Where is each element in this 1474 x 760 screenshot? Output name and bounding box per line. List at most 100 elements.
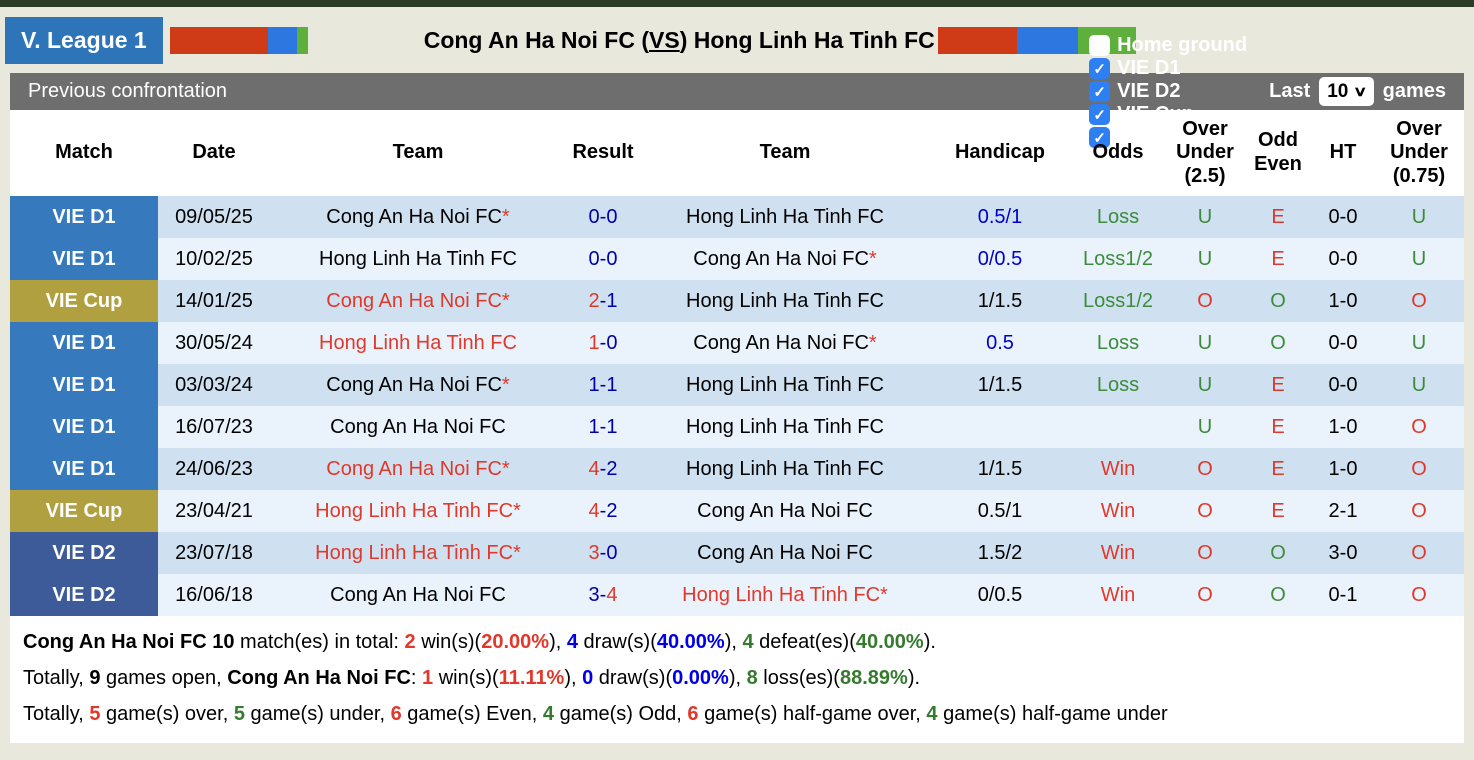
text-segment: ), [549, 631, 567, 653]
text-segment: draw(s)( [593, 667, 673, 689]
match-league-badge: VIE D1 [10, 448, 158, 490]
column-header-team: Team [392, 141, 444, 164]
text-segment: U [1411, 331, 1427, 354]
filter-home-ground[interactable]: Home ground [1089, 34, 1247, 57]
checked-checkbox[interactable]: ✓ [1089, 127, 1111, 148]
last-games-select[interactable]: 10 ∨ [1319, 77, 1374, 106]
text-segment: 0/0.5 [977, 583, 1023, 606]
score: 3-0 [566, 532, 640, 574]
home-team: Cong An Ha Noi FC* [270, 448, 566, 490]
away-team: Hong Linh Ha Tinh FC [640, 280, 930, 322]
text-segment: Hong Linh Ha Tinh FC [686, 373, 884, 396]
text-segment: Cong An Ha Noi FC 10 [23, 631, 235, 653]
text-segment: O [1270, 331, 1286, 354]
checked-checkbox[interactable]: ✓ [1089, 58, 1111, 79]
text-segment: Win [1100, 583, 1136, 606]
summary-section: Cong An Ha Noi FC 10 match(es) in total:… [10, 616, 1464, 743]
home-team: Hong Linh Ha Tinh FC [270, 238, 566, 280]
handicap: 0/0.5 [930, 238, 1070, 280]
table-header-row: Match Date Team Result Team Handicap Odds Over … [10, 110, 1464, 196]
text-segment: O [1197, 499, 1213, 522]
bar-blue-segment [267, 26, 297, 54]
text-segment: U [1197, 247, 1213, 270]
filter-vie-d1[interactable]: ✓ VIE D1 [1089, 57, 1247, 80]
text-segment: * [868, 331, 877, 354]
odd-even: E [1244, 406, 1312, 448]
match-row: VIE Cup 23/04/21 Hong Linh Ha Tinh FC* 4-2 C… [10, 490, 1464, 532]
checked-checkbox[interactable]: ✓ [1089, 81, 1111, 102]
top-accent-strip [0, 0, 1474, 7]
away-team: Hong Linh Ha Tinh FC* [640, 574, 930, 616]
match-league-badge: VIE D1 [10, 238, 158, 280]
unchecked-checkbox[interactable] [1089, 35, 1111, 56]
odds: Win [1070, 448, 1166, 490]
over-under-075: O [1374, 280, 1464, 322]
handicap [930, 406, 1070, 448]
text-segment: Cong An Ha Noi FC [693, 247, 869, 270]
league-badge[interactable]: V. League 1 [5, 16, 163, 64]
text-segment: 2 [588, 289, 600, 312]
odds: Loss [1070, 364, 1166, 406]
score: 0-0 [566, 238, 640, 280]
filter-vie-cup[interactable]: ✓ VIE Cup [1089, 103, 1247, 126]
text-segment: O [1197, 583, 1213, 606]
home-team: Cong An Ha Noi FC* [270, 364, 566, 406]
text-segment: 3- [588, 583, 607, 606]
odds: Loss1/2 [1070, 280, 1166, 322]
odds: Loss1/2 [1070, 238, 1166, 280]
text-segment: 1/1.5 [977, 289, 1023, 312]
filter-vie-d3[interactable]: ✓ VIE D3 [1089, 126, 1247, 149]
confrontation-table: Match Date Team Result Team Handicap Odds Over … [10, 110, 1464, 616]
checked-checkbox[interactable]: ✓ [1089, 104, 1111, 125]
handicap: 0.5 [930, 322, 1070, 364]
text-segment: 2 [404, 631, 416, 653]
text-segment: -2 [599, 499, 618, 522]
text-segment: 1-0 [1328, 415, 1358, 438]
text-segment: Win [1100, 457, 1136, 480]
match-date: 16/07/23 [175, 415, 253, 438]
score: 1-0 [566, 322, 640, 364]
filter-vie-d2[interactable]: ✓ VIE D2 [1089, 80, 1247, 103]
text-segment: ). [923, 631, 936, 653]
text-segment: 4 [588, 457, 600, 480]
text-segment: games open, [100, 667, 228, 689]
column-header-result: Result [572, 141, 634, 164]
column-header-handicap: Handicap [954, 141, 1046, 164]
summary-line: Totally, 5 game(s) over, 5 game(s) under… [23, 697, 1451, 733]
text-segment: O [1411, 499, 1427, 522]
text-segment: E [1271, 499, 1285, 522]
odd-even: O [1244, 532, 1312, 574]
text-segment: E [1271, 457, 1285, 480]
text-segment: 9 [89, 667, 101, 689]
text-segment: 88.89% [839, 667, 908, 689]
text-segment: win(s)( [433, 667, 499, 689]
text-segment: 0-0 [1328, 373, 1358, 396]
match-row: VIE D2 16/06/18 Cong An Ha Noi FC 3-4 Hong L… [10, 574, 1464, 616]
column-header-odds: Odds [1092, 141, 1144, 164]
over-under-075: U [1374, 238, 1464, 280]
bar-red-segment [937, 26, 1017, 54]
odd-even: E [1244, 238, 1312, 280]
home-team: Hong Linh Ha Tinh FC [270, 322, 566, 364]
handicap: 1/1.5 [930, 364, 1070, 406]
text-segment: 1.5/2 [977, 541, 1023, 564]
text-segment: 4 [606, 583, 618, 606]
text-segment: U [1411, 373, 1427, 396]
text-segment: 40.00% [855, 631, 924, 653]
away-team: Cong An Ha Noi FC* [640, 238, 930, 280]
text-segment: 0.5/1 [977, 499, 1023, 522]
text-segment: 1/1.5 [977, 373, 1023, 396]
home-team: Cong An Ha Noi FC [270, 574, 566, 616]
score: 1-1 [566, 364, 640, 406]
text-segment: O [1197, 289, 1213, 312]
over-under-25: U [1166, 238, 1244, 280]
text-segment: Hong Linh Ha Tinh FC [319, 247, 517, 270]
text-segment: 20.00% [481, 631, 550, 653]
page-title: Cong An Ha Noi FC (VS) Hong Linh Ha Tinh… [424, 27, 935, 54]
text-segment: 8 [746, 667, 758, 689]
summary-line: Cong An Ha Noi FC 10 match(es) in total:… [23, 625, 1451, 661]
match-row: VIE D1 03/03/24 Cong An Ha Noi FC* 1-1 Hong … [10, 364, 1464, 406]
text-segment: * [501, 373, 510, 396]
toolbar-filters: Home ground ✓ VIE D1 ✓ VIE D2 ✓ VIE Cup ✓ VIE D3 [1075, 34, 1247, 149]
text-segment: 1-0 [1328, 457, 1358, 480]
